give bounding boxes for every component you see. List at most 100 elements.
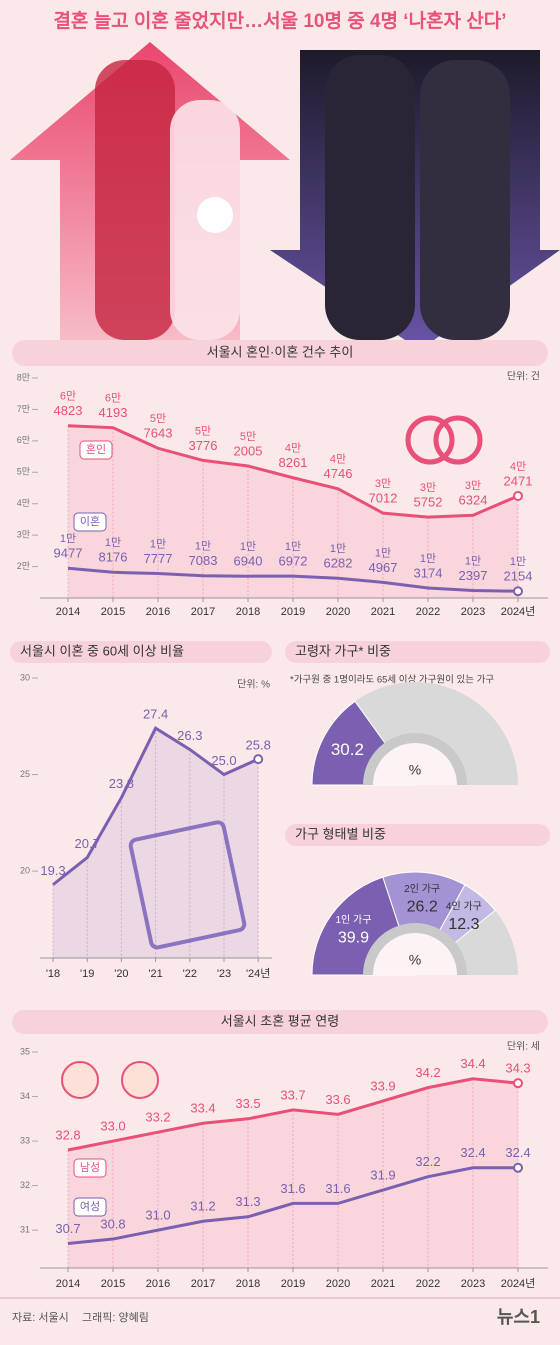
value-label: 7012 xyxy=(369,491,398,506)
value-label: 5만 xyxy=(240,430,256,443)
value-label: 32.4 xyxy=(505,1145,530,1160)
section-header xyxy=(10,641,272,663)
value-label: 2154 xyxy=(504,569,533,584)
value-label: 33.9 xyxy=(370,1078,395,1093)
x-tick-label: 2018 xyxy=(236,1278,260,1290)
value-label: 32.2 xyxy=(415,1154,440,1169)
value-label: 1만 xyxy=(375,546,391,559)
value-label: 33.2 xyxy=(145,1110,170,1125)
series-line xyxy=(67,1077,519,1152)
segment-value: 12.3 xyxy=(448,916,479,933)
x-tick-label: 2021 xyxy=(371,1278,395,1290)
value-label: 5752 xyxy=(414,495,443,510)
value-label: 1만 xyxy=(330,542,346,555)
value-label: 1만 xyxy=(195,540,211,553)
unit-label: 단위: 건 xyxy=(507,370,540,383)
bride-groom-icon xyxy=(61,1061,159,1099)
gauge-segment xyxy=(382,871,466,977)
value-label: 30.7 xyxy=(55,1221,80,1236)
page-title: 결혼 늘고 이혼 줄었지만…서울 10명 중 4명 ‘나혼자 산다’ xyxy=(53,9,506,32)
hero-illustration xyxy=(10,42,560,350)
value-label: 1만 xyxy=(465,554,481,567)
section-header xyxy=(12,340,548,366)
value-label: 6만 xyxy=(60,390,76,403)
value-label: 31.6 xyxy=(325,1181,350,1196)
segment-label: 2인 가구 xyxy=(404,883,440,895)
value-label: 31.0 xyxy=(145,1208,170,1223)
value-label: 1만 xyxy=(240,540,256,553)
value-label: 34.3 xyxy=(505,1061,530,1076)
value-label: 7777 xyxy=(144,551,173,566)
x-tick-label: 2018 xyxy=(236,606,260,618)
y-tick-label: 25 xyxy=(20,769,30,779)
series-line xyxy=(52,726,259,886)
end-marker xyxy=(513,490,523,501)
ring-icon xyxy=(405,415,483,465)
series-line xyxy=(67,1166,518,1246)
x-tick-label: 2019 xyxy=(281,1278,305,1290)
value-label: 2005 xyxy=(234,443,263,458)
value-label: 6972 xyxy=(279,554,308,569)
x-tick-label: '19 xyxy=(80,968,94,980)
x-tick-label: '18 xyxy=(46,968,60,980)
value-label: 1만 xyxy=(150,537,166,550)
value-label: 6940 xyxy=(234,554,263,569)
value-label: 7083 xyxy=(189,553,218,568)
value-label: 31.2 xyxy=(190,1199,215,1214)
value-label: 6만 xyxy=(105,392,121,405)
x-tick-label: '20 xyxy=(114,968,128,980)
section-header xyxy=(285,641,550,663)
area xyxy=(68,1078,518,1268)
y-tick-label: 32 xyxy=(20,1180,30,1190)
y-tick-label: 20 xyxy=(20,865,30,875)
gauge-unit: % xyxy=(409,952,421,968)
series-tag xyxy=(79,440,113,460)
x-tick-label: 2016 xyxy=(146,1278,170,1290)
value-label: 33.6 xyxy=(325,1092,350,1107)
area xyxy=(68,425,518,598)
gauge-hub-inner xyxy=(373,933,457,975)
value-label: 27.4 xyxy=(143,707,168,722)
section-title: 고령자 가구* 비중 xyxy=(295,643,391,658)
value-label: 1만 xyxy=(285,540,301,553)
value-label: 31.9 xyxy=(370,1167,395,1182)
x-tick-label: 2016 xyxy=(146,606,170,618)
value-label: 5만 xyxy=(195,424,211,437)
x-tick-label: 2020 xyxy=(326,606,350,618)
logo: 뉴스1 xyxy=(497,1307,540,1327)
series-name: 여성 xyxy=(80,1200,100,1213)
value-label: 34.4 xyxy=(460,1056,485,1071)
x-tick-label: 2014 xyxy=(56,606,80,618)
value-label: 4만 xyxy=(285,442,301,455)
value-label: 33.7 xyxy=(280,1087,305,1102)
value-label: 2397 xyxy=(459,568,488,583)
area xyxy=(53,728,259,958)
y-tick-label: 35 xyxy=(20,1046,30,1056)
value-label: 8176 xyxy=(99,550,128,565)
series-line xyxy=(67,424,519,519)
value-label: 4만 xyxy=(510,460,526,473)
value-label: 1만 xyxy=(105,536,121,549)
segment-label: 4인 가구 xyxy=(446,900,482,912)
section-header xyxy=(12,1010,548,1034)
value-label: 3174 xyxy=(414,565,443,580)
value-label: 3만 xyxy=(375,477,391,490)
y-tick-label: 31 xyxy=(20,1225,30,1235)
value-label: 3776 xyxy=(189,438,218,453)
value-label: 25.0 xyxy=(211,753,236,768)
value-label: 31.6 xyxy=(280,1181,305,1196)
value-label: 6324 xyxy=(459,493,488,508)
segment-label: 1인 가구 xyxy=(335,914,371,926)
x-tick-label: 2017 xyxy=(191,1278,215,1290)
value-label: 32.8 xyxy=(55,1127,80,1142)
end-marker xyxy=(513,1078,523,1089)
value-label: 34.2 xyxy=(415,1065,440,1080)
x-tick-label: 2020 xyxy=(326,1278,350,1290)
section-header xyxy=(285,824,550,846)
series-line xyxy=(67,566,519,593)
x-tick-label: 2014 xyxy=(56,1278,80,1290)
segment-value: 30.2 xyxy=(331,740,364,759)
x-tick-label: 2019 xyxy=(281,606,305,618)
gauge-hub-inner xyxy=(373,743,457,785)
